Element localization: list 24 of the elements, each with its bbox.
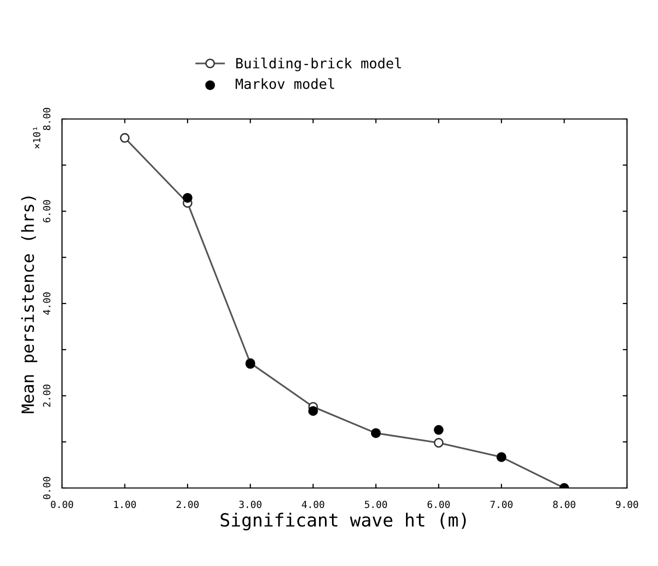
point [308, 406, 318, 416]
y-tick-label: 2.00 [43, 384, 50, 407]
point [120, 133, 130, 143]
point [434, 438, 444, 448]
legend-label: Markov model [236, 78, 334, 90]
point [182, 193, 192, 203]
x-tick-label: 0.00 [50, 500, 74, 508]
x-tick-label: 8.00 [553, 500, 576, 508]
point [434, 425, 444, 435]
x-tick-label: 2.00 [176, 500, 199, 508]
x-tick-label: 9.00 [616, 500, 638, 508]
y-tick-label: 8.00 [43, 108, 50, 130]
x-axis-title: Significant wave ht (m) [220, 512, 466, 530]
x-tick-label: 4.00 [302, 500, 324, 508]
x-tick-label: 3.00 [239, 500, 262, 508]
text: ×10¹ [32, 127, 40, 148]
x-tick-label: 7.00 [490, 500, 513, 508]
x-tick-label: 1.00 [114, 500, 136, 508]
legend-label: Building-brick model [236, 58, 402, 72]
x-tick-label: 5.00 [364, 500, 387, 508]
y-axis-title: Mean persistence (hrs) [21, 196, 38, 414]
y-tick-label: 6.00 [43, 200, 50, 222]
x-tick-label: 6.00 [428, 500, 450, 508]
y-tick-label: 4.00 [43, 292, 50, 315]
